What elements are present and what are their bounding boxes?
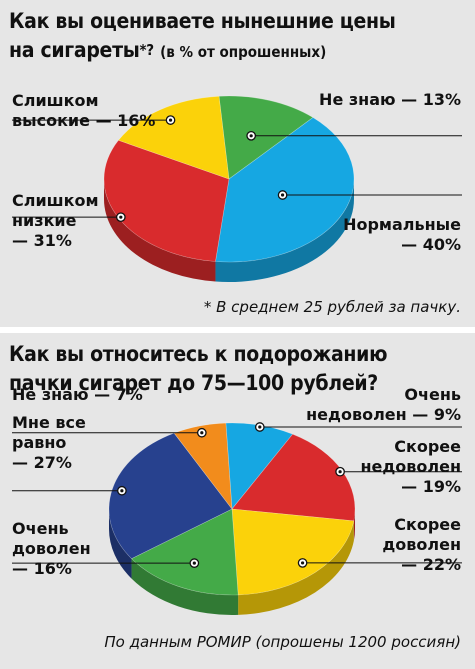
chart-panel-prices: Как вы оцениваете нынешние цены на сигар… — [0, 0, 475, 327]
label-very-satisfied: Очень доволен — 16% — [12, 519, 91, 579]
pie-markers — [12, 115, 462, 223]
chart-title-prices-line1: Как вы оцениваете нынешние цены — [9, 9, 396, 33]
label-text: доволен — [382, 535, 461, 554]
label-text: Мне все — [12, 413, 86, 432]
label-text: — 31% — [12, 231, 72, 250]
slice-marker-center — [119, 215, 123, 219]
pie-top — [103, 95, 355, 263]
label-text: — 40% — [401, 235, 461, 254]
label-text: доволен — [12, 539, 91, 558]
slice-marker-center — [280, 193, 285, 197]
pie-slice — [117, 95, 230, 180]
label-text: Скорее — [394, 437, 461, 456]
pie-side-segment — [238, 520, 354, 615]
label-text: Слишком — [12, 91, 99, 110]
slice-marker-center — [258, 425, 262, 429]
pie-slice — [218, 95, 314, 180]
pie-side-segment — [109, 509, 132, 579]
pie-slice — [215, 117, 355, 263]
pie-side-segment — [215, 179, 354, 282]
label-too-low: Слишком низкие — 31% — [12, 191, 99, 251]
label-text: Скорее — [394, 515, 461, 534]
footnote-source: По данным РОМИР (опрошены 1200 россиян) — [104, 633, 461, 651]
chart-panel-price-rise: Как вы относитесь к подорожанию пачки си… — [0, 333, 475, 669]
pie-slice — [108, 432, 233, 560]
label-text: Слишком — [12, 191, 99, 210]
slice-marker-center — [300, 561, 305, 565]
pie-chart-price-rise — [12, 422, 462, 615]
label-very-dissatisfied: Очень недоволен — 9% — [306, 385, 461, 425]
pie-sides — [104, 179, 354, 282]
pie-chart-prices — [12, 95, 462, 282]
label-text: — 19% — [401, 477, 461, 496]
chart-title-prices-line2: на сигареты*? (в % от опрошенных) — [9, 37, 326, 66]
pie-markers — [12, 422, 462, 568]
label-text: Очень — [12, 519, 69, 538]
chart-title-rise-line1: Как вы относитесь к подорожанию — [9, 342, 388, 366]
label-indifferent: Мне все равно — 27% — [12, 413, 86, 473]
pie-slice — [231, 508, 355, 596]
label-too-high: Слишком высокие — 16% — [12, 91, 155, 131]
label-dont-know: Не знаю — 13% — [319, 90, 461, 109]
pie-side-segment — [104, 179, 216, 282]
title-text: на сигареты — [9, 38, 140, 62]
label-text: — 22% — [401, 555, 461, 574]
chart-title-rise-line2: пачки сигарет до 75—100 рублей? — [9, 371, 378, 395]
label-rather-dissatisfied: Скорее недоволен — 19% — [360, 437, 461, 497]
footnote-prices: * В среднем 25 рублей за пачку. — [203, 298, 461, 316]
pie-sides — [109, 509, 355, 615]
label-text: низкие — [12, 211, 77, 230]
label-text: недоволен — [360, 457, 461, 476]
label-text: — 16% — [12, 559, 72, 578]
slice-marker-center — [120, 489, 124, 493]
pie-side-segment — [131, 558, 239, 615]
pie-top — [108, 422, 356, 596]
label-text: недоволен — 9% — [306, 405, 461, 424]
label-text: Очень — [404, 385, 461, 404]
pie-side-segment — [353, 509, 355, 541]
label-rather-satisfied: Скорее доволен — 22% — [382, 515, 461, 575]
slice-marker-center — [200, 431, 204, 435]
footnote-mark: *? — [139, 41, 155, 59]
chart-subtitle: (в % от опрошенных) — [160, 43, 327, 61]
label-text: — 27% — [12, 453, 72, 472]
slice-marker-center — [168, 118, 173, 122]
slice-marker-center — [192, 561, 196, 565]
label-dont-know-2: Не знаю — 7% — [12, 385, 143, 404]
slice-marker-center — [249, 134, 253, 138]
label-text: высокие — 16% — [12, 111, 156, 130]
slice-marker-center — [338, 470, 342, 474]
label-text: Нормальные — [343, 215, 461, 234]
label-normal: Нормальные — 40% — [343, 215, 461, 255]
label-text: равно — [12, 433, 67, 452]
